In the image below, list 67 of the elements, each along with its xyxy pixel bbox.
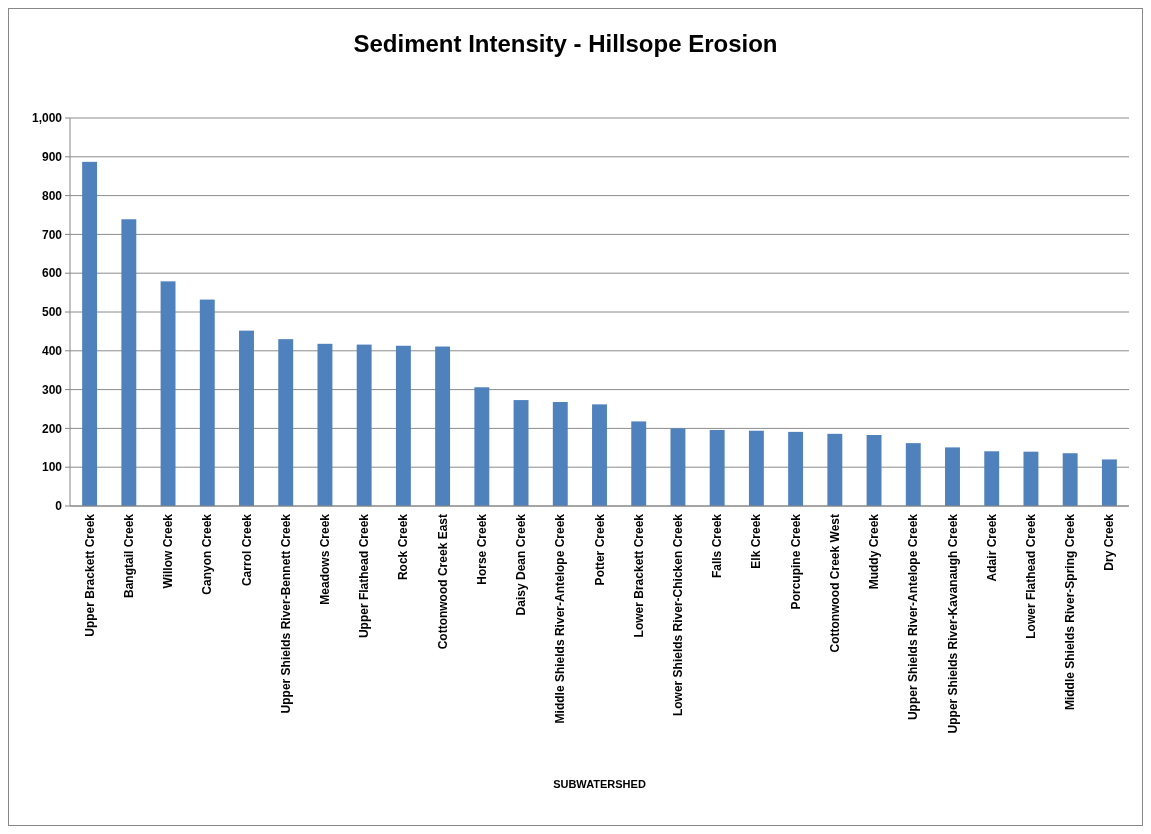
x-tick-label: Rock Creek [396,513,411,581]
bar [984,451,1000,506]
bar [945,447,960,506]
x-tick-label: Upper Shields River-Kavanaugh Creek [945,513,960,734]
x-tick-label: Falls Creek [710,513,725,579]
x-tick-label: Cottonwood Creek East [435,514,450,650]
bar [1062,453,1078,506]
y-tick-label: 1,000 [31,111,63,126]
bar [866,435,882,506]
y-tick-label: 0 [55,499,63,514]
bar [788,431,804,506]
x-tick-label: Meadows Creek [317,513,332,605]
bar [631,421,647,506]
bar [474,387,490,506]
y-tick-label: 600 [41,266,63,281]
bar [1023,451,1039,506]
y-tick-label: 100 [41,460,63,475]
y-tick-label: 400 [41,344,63,358]
x-tick-label: Willow Creek [161,513,176,589]
bar [317,343,333,506]
x-tick-label: Daisy Dean Creek [514,513,529,616]
x-tick-label: Horse Creek [474,513,489,585]
bar [395,345,411,506]
bar [82,161,98,506]
bar [513,400,529,506]
x-tick-label: Dry Creek [1102,513,1117,571]
y-tick-label: 700 [41,227,63,242]
bar [239,330,254,506]
bar [160,281,176,506]
bar [552,402,568,506]
x-tick-label: Middle Shields River-Spring Creek [1063,513,1078,711]
x-tick-label: Lower Flathead Creek [1023,513,1038,639]
x-tick-label: Canyon Creek [200,513,215,595]
bar [709,429,725,506]
x-tick-label: Lower Brackett Creek [631,513,646,638]
x-tick-label: Adair Creek [984,513,999,582]
x-tick-label: Porcupine Creek [788,513,803,610]
x-tick-label: Elk Creek [749,513,764,569]
bar [1101,459,1117,506]
y-tick-label: 500 [41,305,63,320]
x-tick-label: Bangtail Creek [121,513,136,599]
x-tick-label: Middle Shields River-Antelope Creek [553,513,568,724]
bar [199,299,215,506]
x-tick-label: Upper Flathead Creek [357,513,372,639]
bar [670,428,686,506]
x-axis-title: SUBWATERSHED [553,778,646,790]
x-tick-label: Cottonwood Creek West [827,514,842,653]
y-tick-label: 800 [41,188,63,203]
bar [592,404,607,506]
x-tick-label: Potter Creek [592,513,607,586]
x-tick-label: Carrol Creek [239,513,254,587]
bar [827,433,843,506]
chart-title: Sediment Intensity - Hillsope Erosion [353,30,778,57]
bar [748,430,764,506]
y-tick-label: 300 [41,382,63,397]
bar [905,443,921,506]
bar [435,346,451,506]
y-tick-label: 200 [41,421,63,436]
x-tick-label: Upper Brackett Creek [82,513,97,637]
x-tick-label: Muddy Creek [867,513,882,590]
x-tick-label: Upper Shields River-Antelope Creek [906,513,921,721]
x-tick-label: Upper Shields River-Bennett Creek [278,513,293,714]
x-tick-label: Lower Shields River-Chicken Creek [670,513,685,717]
bar [278,339,294,506]
bar [356,344,372,506]
bar [121,219,137,506]
y-tick-label: 900 [41,150,63,164]
